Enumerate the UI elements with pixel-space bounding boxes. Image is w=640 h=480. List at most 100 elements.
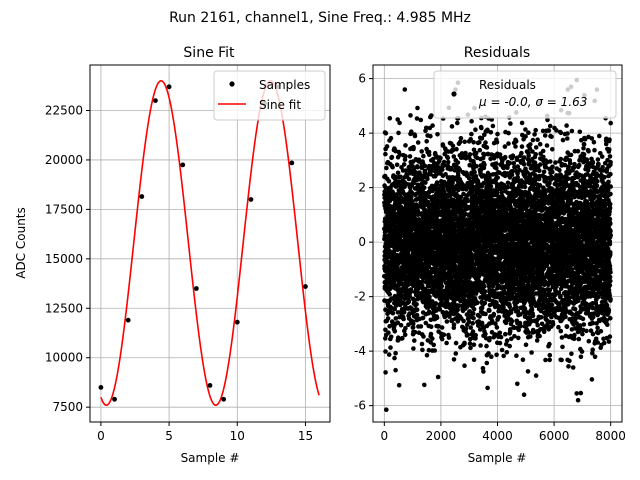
residual-point bbox=[455, 120, 460, 126]
residual-point bbox=[394, 162, 400, 168]
residual-point bbox=[445, 155, 451, 161]
residual-point bbox=[419, 149, 425, 154]
residual-point bbox=[415, 140, 421, 145]
residual-point bbox=[463, 150, 468, 156]
residual-point bbox=[438, 155, 443, 161]
residual-point bbox=[462, 340, 467, 346]
residual-point bbox=[513, 139, 519, 144]
sine-fit-grid bbox=[90, 65, 330, 422]
residual-point bbox=[493, 161, 499, 166]
residual-point bbox=[407, 294, 413, 299]
residual-point bbox=[426, 190, 432, 195]
residual-point bbox=[412, 169, 418, 175]
sine-fit-y-tick-label: 20000 bbox=[45, 153, 83, 167]
sine-fit-legend-box bbox=[213, 70, 326, 121]
sine-fit-title: Sine Fit bbox=[183, 45, 235, 61]
residual-point bbox=[396, 382, 402, 388]
residual-point bbox=[470, 311, 476, 316]
sine-fit-y-tick-label: 12500 bbox=[45, 301, 83, 315]
sine-fit-sample-point bbox=[125, 317, 131, 323]
residual-point bbox=[477, 314, 482, 319]
residual-point bbox=[453, 351, 459, 356]
residual-point bbox=[414, 307, 420, 313]
sine-fit-legend: Samples Sine fit bbox=[213, 70, 326, 121]
residual-point bbox=[513, 144, 518, 149]
residual-point bbox=[389, 296, 395, 301]
residual-point bbox=[411, 146, 416, 152]
figure-suptitle: Run 2161, channel1, Sine Freq.: 4.985 MH… bbox=[169, 10, 471, 26]
residual-point bbox=[519, 120, 525, 126]
residual-point bbox=[471, 140, 476, 145]
residual-point bbox=[468, 325, 474, 330]
residual-point bbox=[477, 147, 483, 153]
residual-point bbox=[433, 301, 439, 306]
residual-point bbox=[446, 335, 452, 340]
residual-point bbox=[393, 316, 399, 321]
residual-point bbox=[495, 175, 501, 180]
residual-point bbox=[426, 264, 432, 270]
residual-point bbox=[494, 165, 499, 171]
residual-point bbox=[390, 164, 395, 170]
residual-point bbox=[411, 208, 417, 213]
residual-point bbox=[424, 139, 430, 144]
residual-point bbox=[435, 132, 440, 137]
residual-point bbox=[507, 304, 513, 310]
residual-point bbox=[487, 335, 492, 341]
residual-point bbox=[519, 150, 524, 156]
residual-point bbox=[424, 353, 430, 358]
residual-point bbox=[409, 288, 414, 294]
residual-point bbox=[490, 123, 496, 129]
sine-fit-sample-point bbox=[180, 162, 186, 168]
residual-point bbox=[423, 320, 429, 326]
residual-point bbox=[420, 315, 426, 321]
residual-point bbox=[423, 180, 428, 185]
residual-point bbox=[473, 332, 479, 338]
residual-point bbox=[441, 332, 447, 338]
residual-point bbox=[471, 306, 477, 312]
residual-point bbox=[502, 144, 508, 149]
residual-point bbox=[495, 131, 500, 137]
residual-point bbox=[506, 141, 511, 146]
residual-point bbox=[461, 318, 466, 324]
residual-point bbox=[435, 182, 440, 187]
residual-point bbox=[450, 143, 456, 149]
residual-point bbox=[412, 133, 418, 139]
residual-point bbox=[383, 336, 388, 341]
sine-fit-x-tick-label: 0 bbox=[97, 429, 105, 443]
residual-point bbox=[431, 342, 437, 348]
residual-point bbox=[388, 345, 393, 350]
residual-point bbox=[439, 283, 445, 289]
residual-point bbox=[520, 357, 526, 363]
residual-point bbox=[470, 321, 476, 326]
residual-point bbox=[427, 294, 432, 300]
residual-point bbox=[507, 343, 512, 349]
residual-point bbox=[483, 311, 488, 317]
sine-fit-y-tick-label: 7500 bbox=[52, 400, 83, 414]
residual-point bbox=[411, 321, 416, 326]
residual-point bbox=[387, 116, 393, 121]
residual-point bbox=[444, 340, 449, 346]
residual-point bbox=[403, 153, 408, 159]
residual-point bbox=[451, 357, 457, 362]
residual-point bbox=[462, 363, 467, 369]
residual-point bbox=[519, 144, 525, 149]
residual-point bbox=[403, 143, 408, 148]
residual-point bbox=[415, 182, 421, 188]
residual-point bbox=[482, 284, 487, 289]
residual-point bbox=[473, 150, 479, 156]
residual-point bbox=[418, 117, 424, 123]
residual-point bbox=[383, 370, 388, 375]
residual-point bbox=[422, 163, 428, 169]
sine-fit-sample-point bbox=[248, 197, 254, 202]
residuals-title: Residuals bbox=[464, 45, 530, 61]
residual-point bbox=[440, 167, 445, 172]
residual-point bbox=[412, 338, 417, 343]
residual-point bbox=[469, 119, 474, 124]
sine-fit-sample-point bbox=[221, 396, 227, 402]
residual-point bbox=[410, 324, 416, 330]
residual-point bbox=[503, 308, 509, 314]
residual-point bbox=[445, 159, 451, 165]
sine-fit-x-tick-label: 10 bbox=[230, 429, 245, 443]
residual-point bbox=[432, 160, 437, 166]
residual-point bbox=[412, 329, 418, 335]
